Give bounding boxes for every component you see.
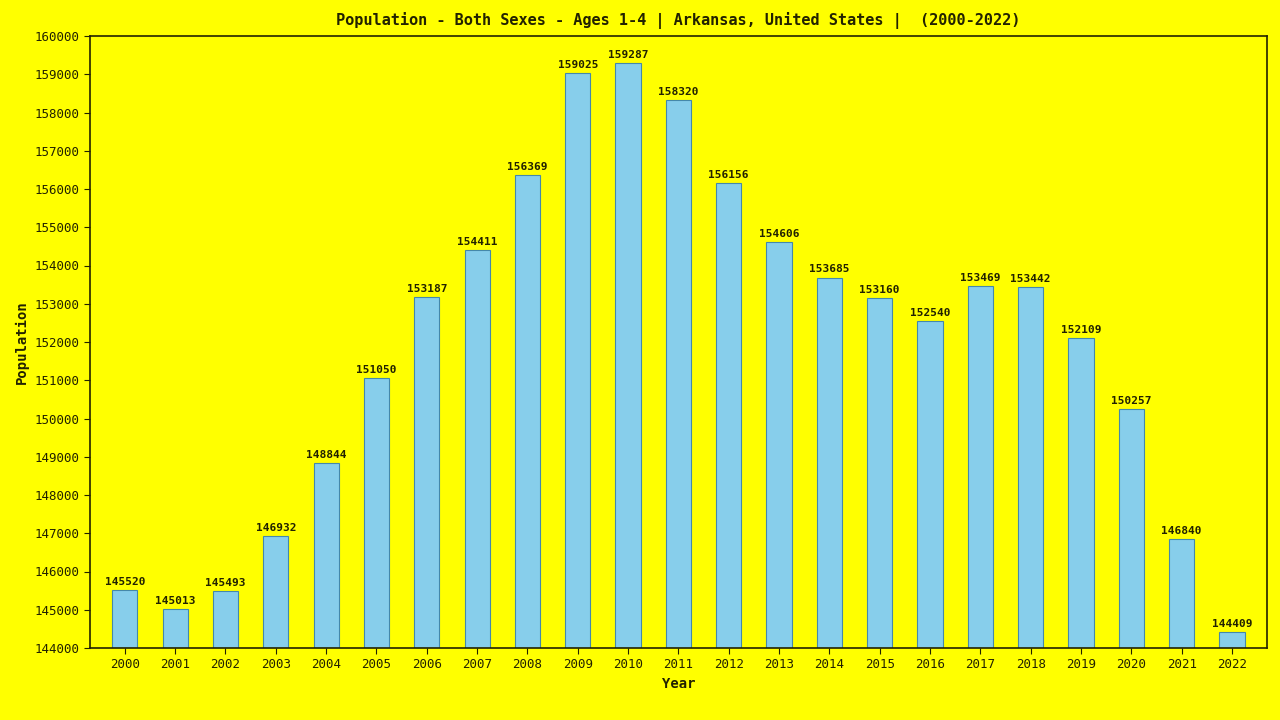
Bar [566, 73, 590, 648]
Text: 144409: 144409 [1212, 619, 1252, 629]
Text: 151050: 151050 [356, 365, 397, 375]
Bar [968, 286, 993, 648]
Text: 146840: 146840 [1161, 526, 1202, 536]
Text: 152109: 152109 [1061, 325, 1101, 335]
Bar [918, 321, 942, 648]
Text: 153442: 153442 [1010, 274, 1051, 284]
Text: 154411: 154411 [457, 237, 498, 247]
Text: 145493: 145493 [205, 578, 246, 588]
Bar [1018, 287, 1043, 648]
Text: 159025: 159025 [558, 60, 598, 71]
X-axis label: Year: Year [662, 677, 695, 691]
Text: 146932: 146932 [256, 523, 296, 533]
Text: 145520: 145520 [105, 577, 145, 587]
Bar [1220, 632, 1244, 648]
Bar [465, 250, 490, 648]
Bar [264, 536, 288, 648]
Text: 153469: 153469 [960, 273, 1001, 283]
Bar [212, 591, 238, 648]
Bar [716, 183, 741, 648]
Bar [415, 297, 439, 648]
Bar [1169, 539, 1194, 648]
Bar [163, 609, 188, 648]
Bar [1119, 409, 1144, 648]
Text: 148844: 148844 [306, 450, 347, 459]
Text: 158320: 158320 [658, 87, 699, 97]
Text: 156156: 156156 [708, 170, 749, 180]
Bar [867, 297, 892, 648]
Text: 153187: 153187 [407, 284, 447, 294]
Title: Population - Both Sexes - Ages 1-4 | Arkansas, United States |  (2000-2022): Population - Both Sexes - Ages 1-4 | Ark… [337, 12, 1020, 29]
Bar [666, 100, 691, 648]
Bar [113, 590, 137, 648]
Bar [817, 277, 842, 648]
Text: 153160: 153160 [859, 284, 900, 294]
Y-axis label: Population: Population [14, 300, 28, 384]
Text: 152540: 152540 [910, 308, 950, 318]
Bar [616, 63, 641, 648]
Text: 150257: 150257 [1111, 395, 1152, 405]
Text: 156369: 156369 [507, 162, 548, 172]
Text: 154606: 154606 [759, 229, 799, 239]
Bar [364, 378, 389, 648]
Bar [767, 243, 791, 648]
Bar [314, 463, 339, 648]
Text: 159287: 159287 [608, 50, 649, 60]
Bar [515, 175, 540, 648]
Text: 145013: 145013 [155, 596, 196, 606]
Bar [1069, 338, 1093, 648]
Text: 153685: 153685 [809, 264, 850, 274]
